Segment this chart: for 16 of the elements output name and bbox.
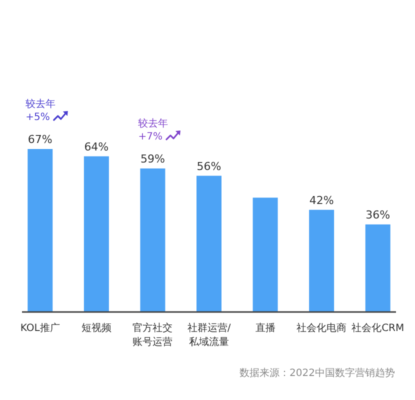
value-label: 67% xyxy=(28,133,52,146)
x-tick-label: 官方社交账号运营 xyxy=(132,323,173,348)
x-tick-label: 社会化CRM xyxy=(352,323,404,334)
x-tick-label: KOL推广 xyxy=(20,323,60,334)
value-label: 64% xyxy=(84,140,109,154)
x-tick-label: 短视频 xyxy=(81,323,112,334)
value-label: 56% xyxy=(196,160,222,173)
x-tick-label: 直播 xyxy=(255,323,276,334)
annotation: 较去年 +5% xyxy=(26,99,56,123)
annotation: 数据来源：2022中国数字营销趋势 xyxy=(240,368,395,379)
x-tick-label: 社会化电商 xyxy=(296,323,347,334)
value-label: 36% xyxy=(366,208,390,222)
value-label: 42% xyxy=(309,194,334,207)
annotation: 较去年 +7% xyxy=(138,118,168,142)
value-label: 59% xyxy=(140,152,165,166)
x-tick-label: 社群运营/私域流量 xyxy=(187,323,231,348)
